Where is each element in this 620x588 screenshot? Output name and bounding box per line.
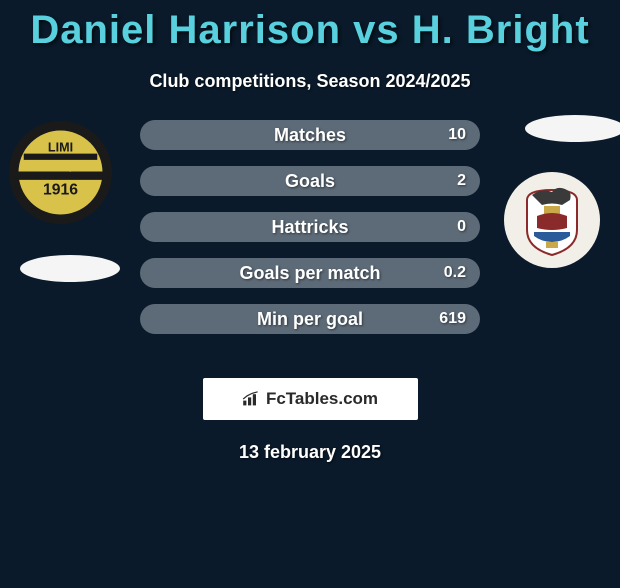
svg-text:BODØ: BODØ bbox=[43, 162, 78, 174]
stat-label: Hattricks bbox=[140, 217, 480, 238]
stat-row-min-per-goal: Min per goal 619 bbox=[140, 304, 480, 334]
vs-word: vs bbox=[353, 8, 400, 52]
svg-text:1916: 1916 bbox=[43, 182, 78, 199]
svg-text:LIMI: LIMI bbox=[48, 141, 73, 155]
stat-rows: Matches 10 Goals 2 Hattricks 0 Goals per… bbox=[140, 120, 480, 350]
date-line: 13 february 2025 bbox=[0, 442, 620, 463]
stat-row-goals: Goals 2 bbox=[140, 166, 480, 196]
stat-right-value: 0 bbox=[457, 218, 466, 236]
stat-label: Matches bbox=[140, 125, 480, 146]
stat-right-value: 0.2 bbox=[444, 264, 466, 282]
bar-chart-icon bbox=[242, 391, 262, 407]
stat-right-value: 10 bbox=[448, 126, 466, 144]
stat-row-hattricks: Hattricks 0 bbox=[140, 212, 480, 242]
stat-right-value: 619 bbox=[439, 310, 466, 328]
club-badge-right bbox=[502, 170, 602, 270]
page-title: Daniel Harrison vs H. Bright bbox=[0, 8, 620, 53]
stat-row-goals-per-match: Goals per match 0.2 bbox=[140, 258, 480, 288]
blank-badge-right bbox=[525, 115, 620, 142]
stat-right-value: 2 bbox=[457, 172, 466, 190]
club-badge-left: LIMI BODØ 1916 bbox=[8, 120, 113, 225]
brand-box: FcTables.com bbox=[203, 378, 418, 420]
player2-name: H. Bright bbox=[412, 8, 590, 52]
stats-area: LIMI BODØ 1916 Matches 10 Goals 2 Hattri… bbox=[0, 120, 620, 360]
subtitle: Club competitions, Season 2024/2025 bbox=[0, 71, 620, 92]
player1-name: Daniel Harrison bbox=[30, 8, 341, 52]
stat-label: Goals bbox=[140, 171, 480, 192]
stat-label: Goals per match bbox=[140, 263, 480, 284]
brand-text: FcTables.com bbox=[266, 389, 378, 409]
blank-badge-left bbox=[20, 255, 120, 282]
stat-row-matches: Matches 10 bbox=[140, 120, 480, 150]
stat-label: Min per goal bbox=[140, 309, 480, 330]
